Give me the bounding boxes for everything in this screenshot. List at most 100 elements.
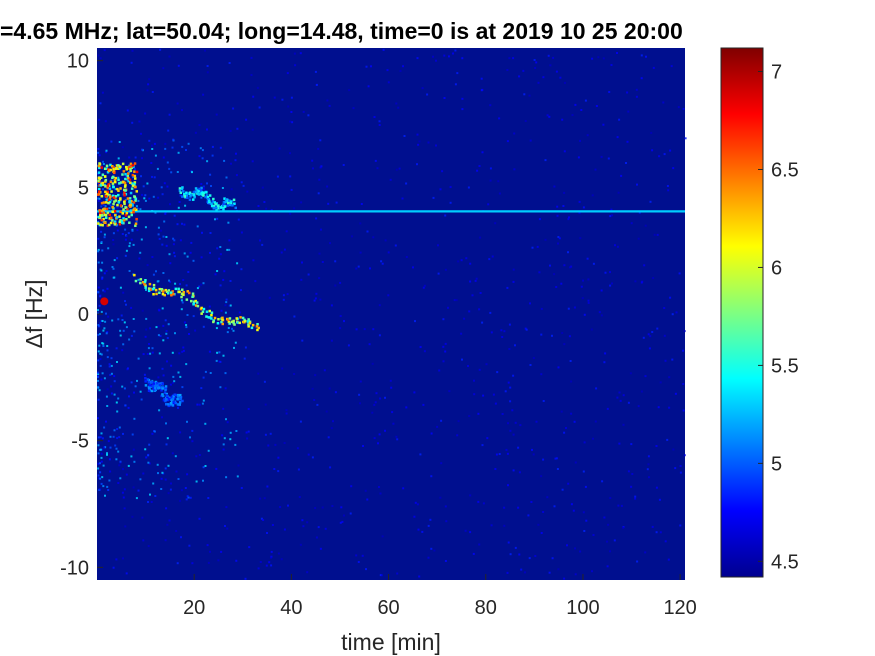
noise-speck: [142, 472, 145, 475]
noise-speck: [237, 218, 240, 221]
noise-speck: [378, 120, 381, 123]
noise-speck: [226, 248, 229, 251]
trace-cell: [153, 389, 157, 392]
noise-speck: [581, 297, 584, 300]
trace-cell: [178, 189, 182, 192]
noise-speck: [537, 81, 540, 84]
noise-speck: [223, 270, 226, 273]
trace-cell: [179, 191, 182, 194]
noise-speck: [173, 239, 176, 242]
burst-cell: [113, 223, 117, 226]
noise-speck: [97, 474, 100, 477]
noise-speck: [512, 469, 515, 472]
noise-speck: [135, 220, 138, 223]
noise-speck: [201, 231, 203, 234]
noise-speck: [122, 432, 124, 435]
noise-speck: [242, 184, 245, 187]
noise-speck: [445, 520, 448, 523]
noise-speck: [179, 499, 181, 502]
noise-speck: [97, 371, 99, 374]
noise-speck: [106, 287, 109, 290]
noise-speck: [202, 93, 205, 96]
noise-speck: [323, 369, 326, 372]
noise-speck: [196, 225, 199, 228]
noise-speck: [347, 344, 350, 347]
trace-cell: [166, 396, 169, 400]
noise-speck: [619, 399, 622, 402]
trace-cell: [190, 193, 193, 197]
noise-speck: [195, 455, 198, 458]
noise-speck: [173, 380, 176, 383]
noise-speck: [481, 88, 484, 91]
noise-speck: [317, 526, 320, 529]
noise-speck: [369, 267, 371, 270]
burst-cell: [114, 196, 117, 200]
trace-cell: [200, 189, 203, 192]
noise-speck: [314, 70, 317, 73]
noise-speck: [531, 246, 534, 249]
noise-speck: [675, 311, 678, 314]
noise-speck: [563, 191, 566, 194]
noise-speck: [622, 526, 625, 529]
noise-speck: [104, 320, 107, 323]
noise-speck: [419, 453, 422, 456]
noise-speck: [130, 334, 133, 337]
trace-cell: [169, 397, 172, 401]
noise-speck: [110, 372, 113, 375]
noise-speck: [97, 359, 100, 362]
burst-cell: [118, 223, 122, 226]
noise-speck: [561, 118, 564, 121]
trace-cell: [199, 192, 203, 196]
noise-speck: [189, 251, 192, 254]
burst-cell: [119, 210, 122, 214]
noise-speck: [154, 154, 157, 157]
noise-speck: [325, 410, 328, 413]
noise-speck: [139, 251, 142, 254]
noise-speck: [302, 525, 305, 528]
burst-cell: [132, 210, 135, 214]
noise-speck: [436, 425, 439, 428]
noise-speck: [571, 114, 574, 116]
noise-speck: [202, 466, 205, 469]
noise-speck: [102, 289, 105, 292]
trace-cell: [180, 187, 184, 190]
noise-speck: [106, 388, 109, 391]
trace-cell: [233, 323, 236, 326]
noise-speck: [300, 278, 303, 281]
burst-cell: [118, 165, 122, 168]
noise-speck: [97, 250, 100, 253]
burst-cell: [124, 206, 127, 209]
noise-speck: [647, 463, 650, 466]
trace-cell: [144, 284, 147, 287]
noise-speck: [682, 383, 685, 385]
noise-speck: [113, 259, 116, 262]
noise-speck: [183, 321, 186, 324]
trace-cell: [158, 291, 161, 294]
noise-speck: [664, 359, 667, 362]
noise-speck: [102, 188, 104, 191]
noise-speck: [115, 558, 118, 561]
noise-speck: [97, 199, 100, 202]
trace-cell: [216, 322, 220, 325]
burst-cell: [124, 173, 127, 176]
noise-speck: [540, 373, 543, 376]
trace-cell: [188, 198, 192, 201]
noise-speck: [169, 280, 171, 283]
noise-speck: [155, 326, 158, 329]
trace-cell: [167, 403, 170, 406]
burst-cell: [103, 167, 107, 170]
noise-speck: [175, 470, 178, 473]
noise-speck: [287, 504, 289, 507]
burst-cell: [104, 194, 108, 198]
burst-cell: [108, 213, 111, 217]
noise-speck: [110, 385, 113, 388]
trace-cell: [208, 194, 212, 197]
noise-speck: [144, 226, 147, 229]
noise-speck: [508, 323, 511, 326]
noise-speck: [176, 102, 179, 105]
noise-speck: [636, 560, 639, 563]
noise-speck: [167, 129, 170, 132]
noise-speck: [478, 368, 481, 371]
noise-speck: [401, 197, 404, 200]
trace-cell: [223, 205, 227, 208]
